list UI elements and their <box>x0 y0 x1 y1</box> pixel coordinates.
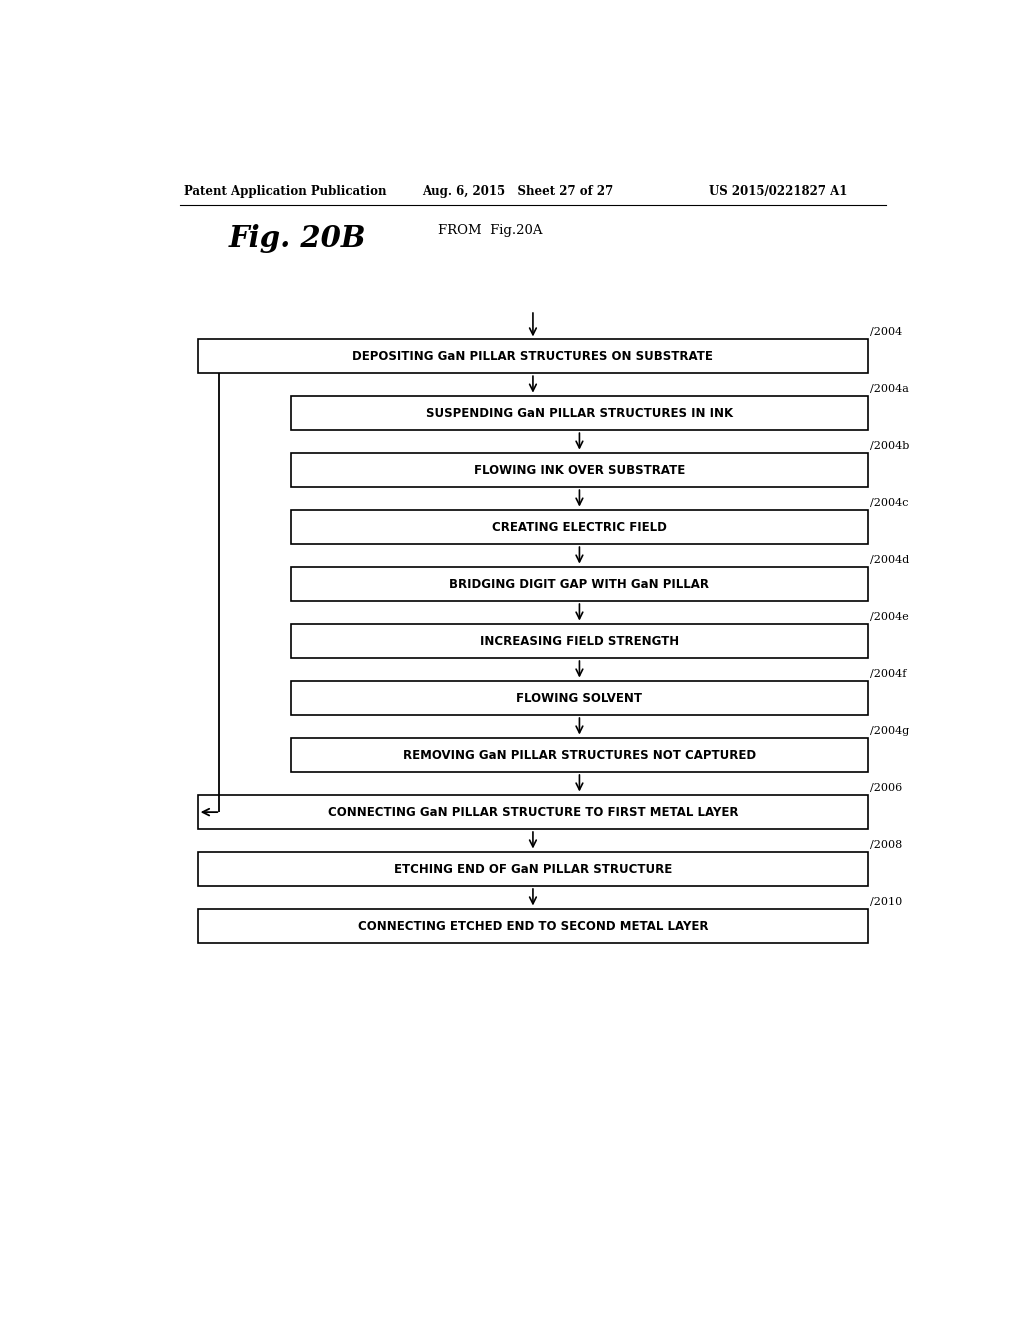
Bar <box>291 624 868 659</box>
Text: INCREASING FIELD STRENGTH: INCREASING FIELD STRENGTH <box>480 635 679 648</box>
Text: DEPOSITING GaN PILLAR STRUCTURES ON SUBSTRATE: DEPOSITING GaN PILLAR STRUCTURES ON SUBS… <box>352 350 714 363</box>
Text: ∕2004: ∕2004 <box>870 327 903 337</box>
Text: ∕2004d: ∕2004d <box>870 554 909 565</box>
Text: FLOWING INK OVER SUBSTRATE: FLOWING INK OVER SUBSTRATE <box>474 463 685 477</box>
Text: Patent Application Publication: Patent Application Publication <box>183 185 386 198</box>
Text: CONNECTING ETCHED END TO SECOND METAL LAYER: CONNECTING ETCHED END TO SECOND METAL LA… <box>357 920 709 933</box>
Bar <box>291 453 868 487</box>
Text: FROM  Fig.20A: FROM Fig.20A <box>438 224 543 236</box>
Text: ∕2004c: ∕2004c <box>870 498 909 508</box>
Bar <box>198 339 868 374</box>
Text: ∕2004a: ∕2004a <box>870 384 909 395</box>
Text: US 2015/0221827 A1: US 2015/0221827 A1 <box>710 185 848 198</box>
Text: SUSPENDING GaN PILLAR STRUCTURES IN INK: SUSPENDING GaN PILLAR STRUCTURES IN INK <box>426 407 733 420</box>
Text: ∕2010: ∕2010 <box>870 896 903 907</box>
Text: Aug. 6, 2015   Sheet 27 of 27: Aug. 6, 2015 Sheet 27 of 27 <box>423 185 613 198</box>
Bar <box>291 681 868 715</box>
Text: ∕2004f: ∕2004f <box>870 669 907 678</box>
Bar <box>198 853 868 886</box>
Text: FLOWING SOLVENT: FLOWING SOLVENT <box>516 692 642 705</box>
Text: ETCHING END OF GaN PILLAR STRUCTURE: ETCHING END OF GaN PILLAR STRUCTURE <box>394 862 672 875</box>
Bar <box>198 795 868 829</box>
Text: ∕2006: ∕2006 <box>870 783 903 793</box>
Bar <box>291 511 868 544</box>
Text: ∕2004g: ∕2004g <box>870 726 909 737</box>
Text: CONNECTING GaN PILLAR STRUCTURE TO FIRST METAL LAYER: CONNECTING GaN PILLAR STRUCTURE TO FIRST… <box>328 805 738 818</box>
Text: ∕2004b: ∕2004b <box>870 441 910 451</box>
Bar <box>198 909 868 942</box>
Text: CREATING ELECTRIC FIELD: CREATING ELECTRIC FIELD <box>492 520 667 533</box>
Text: ∕2008: ∕2008 <box>870 840 903 850</box>
Bar <box>291 396 868 430</box>
Bar <box>291 568 868 601</box>
Bar <box>291 738 868 772</box>
Text: ∕2004e: ∕2004e <box>870 612 909 622</box>
Text: REMOVING GaN PILLAR STRUCTURES NOT CAPTURED: REMOVING GaN PILLAR STRUCTURES NOT CAPTU… <box>402 748 756 762</box>
Text: BRIDGING DIGIT GAP WITH GaN PILLAR: BRIDGING DIGIT GAP WITH GaN PILLAR <box>450 578 710 591</box>
Text: Fig. 20B: Fig. 20B <box>228 224 367 253</box>
